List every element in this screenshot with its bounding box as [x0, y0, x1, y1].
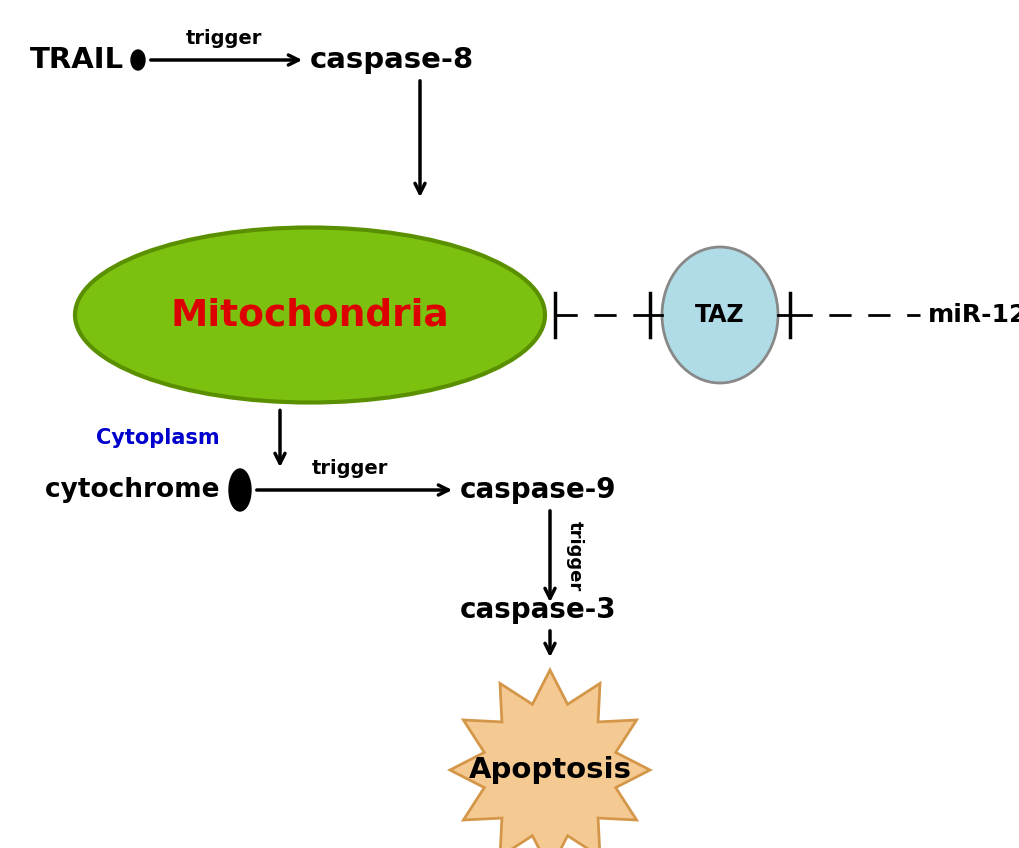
Text: trigger: trigger [185, 29, 262, 47]
Ellipse shape [75, 227, 544, 403]
Text: miR-125b: miR-125b [927, 303, 1019, 327]
Text: caspase-8: caspase-8 [310, 46, 474, 74]
Ellipse shape [661, 247, 777, 383]
Text: trigger: trigger [566, 522, 584, 592]
Text: cytochrome c: cytochrome c [45, 477, 244, 503]
Ellipse shape [130, 50, 145, 70]
Text: TAZ: TAZ [695, 303, 744, 327]
Text: Apoptosis: Apoptosis [468, 756, 631, 784]
Text: caspase-9: caspase-9 [460, 476, 615, 504]
Text: Mitochondria: Mitochondria [170, 297, 449, 333]
Text: Cytoplasm: Cytoplasm [96, 427, 220, 448]
Text: trigger: trigger [312, 459, 388, 477]
Ellipse shape [229, 469, 251, 511]
Text: caspase-3: caspase-3 [460, 596, 616, 624]
Polygon shape [449, 670, 649, 848]
Text: TRAIL: TRAIL [30, 46, 124, 74]
